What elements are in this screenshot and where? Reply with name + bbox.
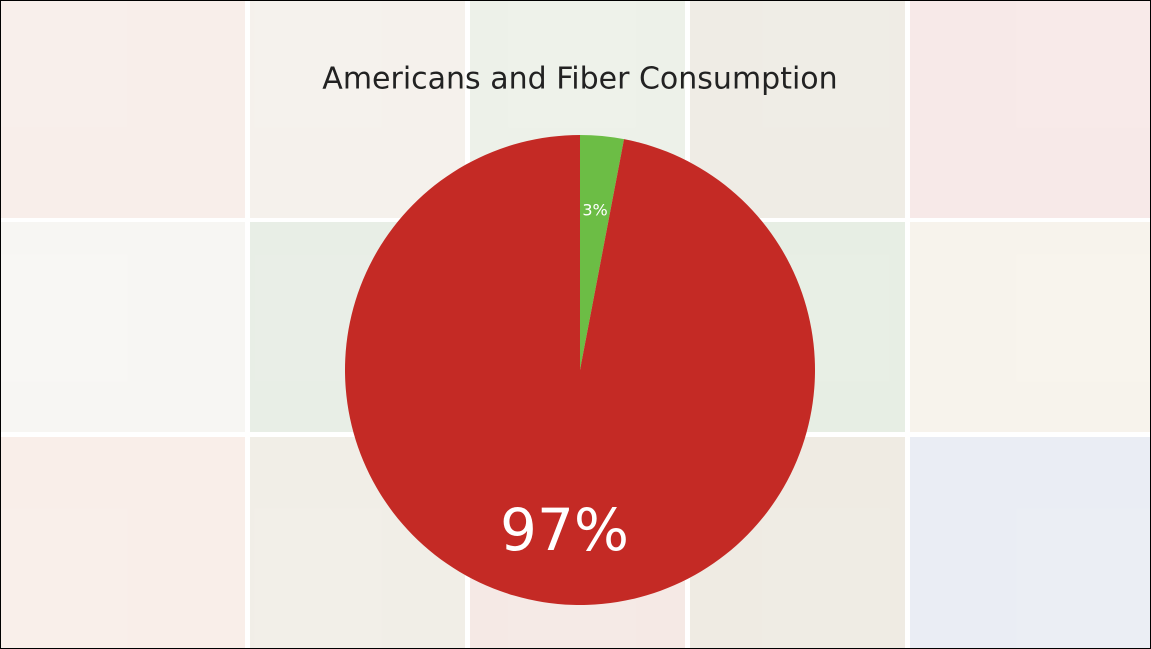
- tile: [0, 222, 245, 432]
- data-label: 3%: [582, 200, 607, 219]
- chart-title: Americans and Fiber Consumption: [322, 62, 837, 97]
- tile: [910, 437, 1151, 649]
- tile: [0, 0, 245, 218]
- pie-slice: [580, 135, 625, 370]
- pie-slice: [344, 134, 815, 605]
- tile: [690, 0, 905, 218]
- tile: [0, 437, 245, 649]
- tile: [910, 222, 1151, 432]
- tile: [910, 0, 1151, 218]
- tile: [250, 0, 465, 218]
- data-label: 97%: [500, 496, 629, 564]
